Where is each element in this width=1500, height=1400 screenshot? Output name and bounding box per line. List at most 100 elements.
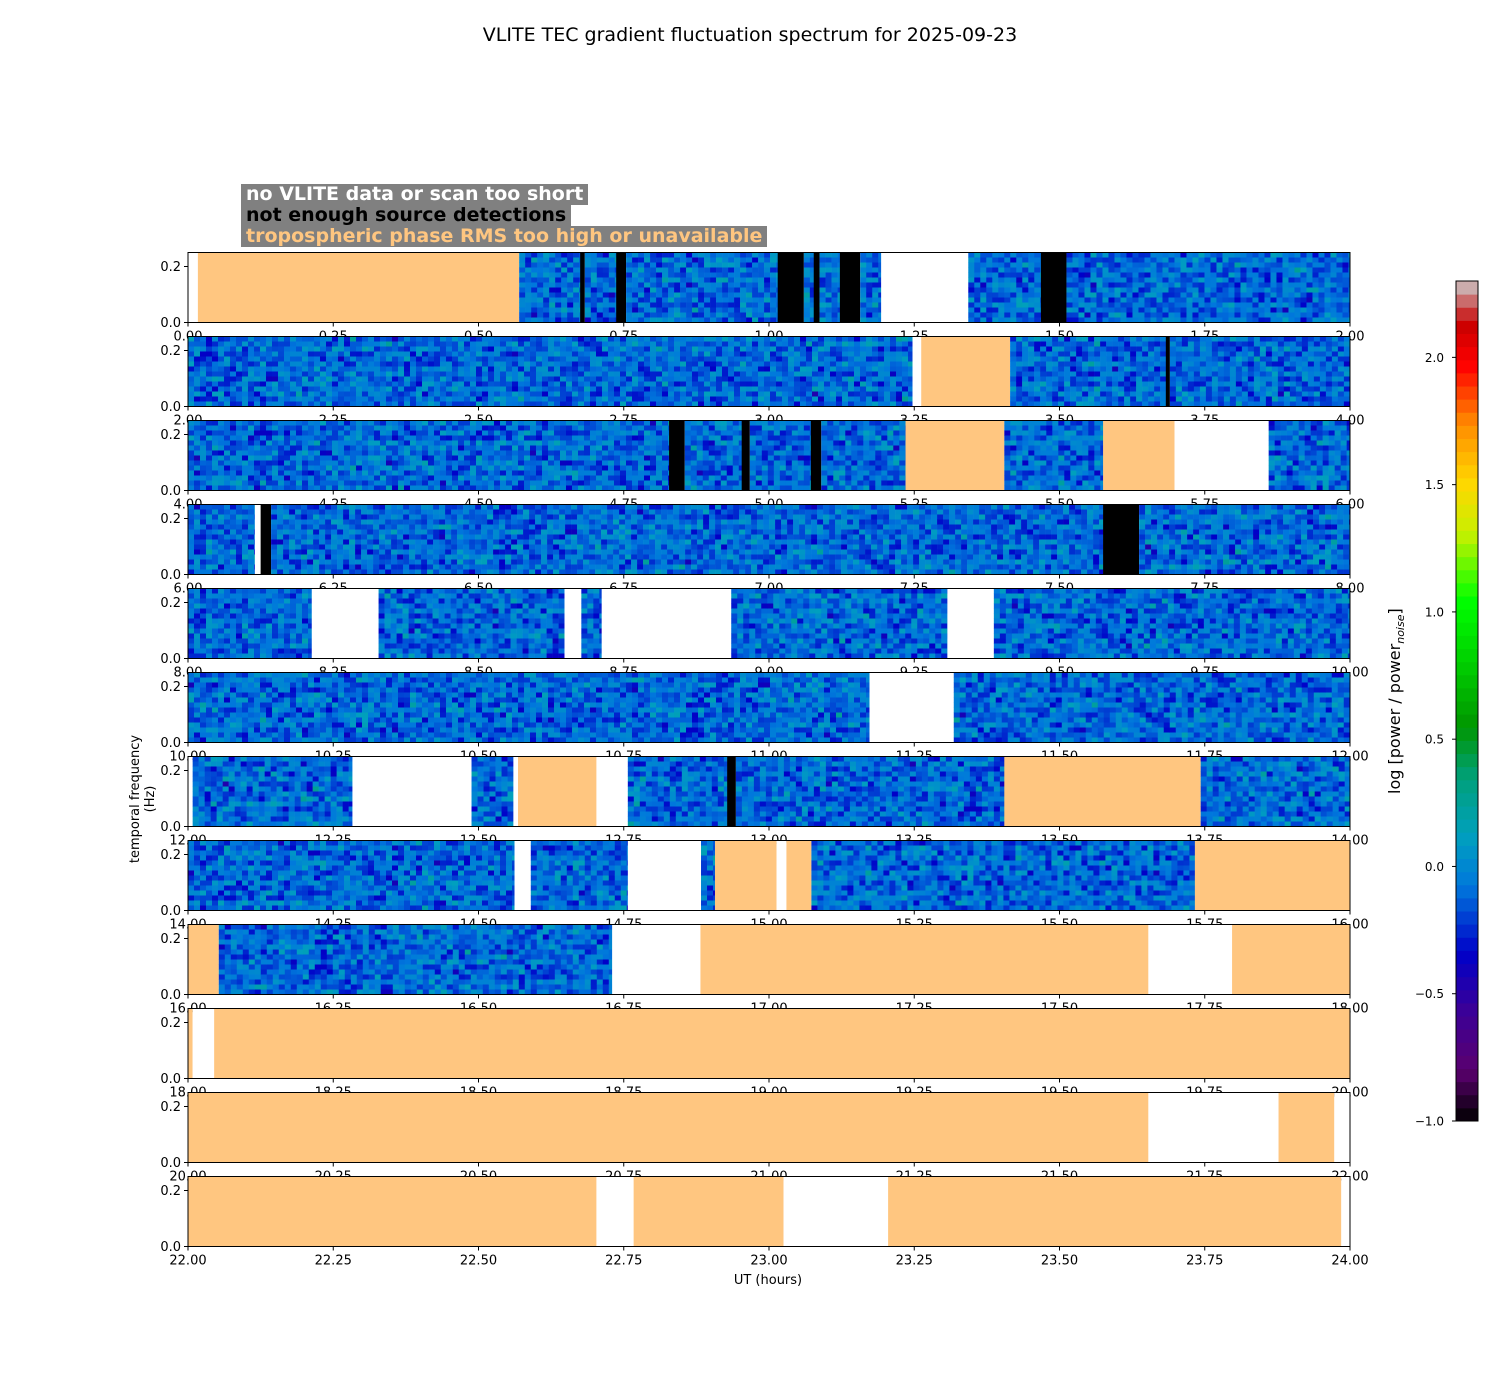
spectrum-cell [596, 252, 604, 258]
spectrum-cell [596, 401, 603, 407]
spectrum-cell [986, 287, 993, 293]
spectrum-cell [1210, 277, 1217, 283]
spectrum-cell [902, 376, 909, 382]
spectrum-cell [830, 351, 837, 357]
spectrum-cell [380, 450, 387, 456]
spectrum-segment [584, 252, 617, 323]
spectrum-cell [579, 312, 581, 318]
spectrum-cell [1265, 356, 1273, 362]
spectrum-cell [1064, 386, 1071, 392]
spectrum-cell [590, 277, 598, 283]
spectrum-cell [824, 341, 831, 347]
spectrum-cell [860, 381, 867, 387]
spectrum-cell [338, 366, 345, 372]
spectrum-cell [236, 475, 243, 481]
spectrum-cell [543, 297, 550, 303]
spectrum-cell [254, 366, 261, 372]
spectrum-cell [878, 262, 882, 268]
spectrum-cell [422, 425, 429, 431]
spectrum-cell [1247, 381, 1255, 387]
spectrum-cell [212, 420, 219, 426]
spectrum-cell [386, 430, 393, 436]
spectrum-cell [614, 307, 617, 313]
spectrum-cell [626, 401, 633, 407]
spectrum-cell [332, 440, 339, 446]
spectrum-cell [1144, 272, 1151, 278]
spectrum-cell [1216, 312, 1223, 318]
spectrum-cell [620, 361, 627, 367]
spectrum-cell [1156, 277, 1163, 283]
spectrum-cell [1270, 287, 1277, 293]
spectrum-cell [1186, 267, 1193, 273]
spectrum-cell [530, 445, 537, 451]
spectrum-cell [626, 287, 633, 293]
spectrum-cell [416, 396, 423, 402]
spectrum-cell [254, 376, 261, 382]
spectrum-cell [1283, 341, 1291, 347]
spectrum-cell [344, 420, 351, 426]
spectrum-cell [272, 450, 279, 456]
spectrum-cell [992, 297, 999, 303]
spectrum-cell [531, 302, 538, 308]
spectrum-cell [560, 336, 567, 342]
spectrum-cell [410, 470, 417, 476]
spectrum-cell [320, 376, 327, 382]
spectrum-cell [506, 396, 513, 402]
spectrum-cell [284, 386, 291, 392]
spectrum-cell [224, 386, 231, 392]
spectrum-cell [1210, 282, 1217, 288]
spectrum-cell [1078, 257, 1085, 263]
spectrum-cell [236, 445, 243, 451]
spectrum-cell [398, 420, 405, 426]
spectrum-cell [1090, 317, 1097, 323]
spectrum-cell [698, 396, 705, 402]
spectrum-cell [632, 336, 639, 342]
spectrum-cell [392, 366, 399, 372]
spectrum-cell [350, 455, 357, 461]
spectrum-cell [596, 262, 604, 268]
spectrum-cell [1276, 317, 1283, 323]
spectrum-cell [1217, 361, 1225, 367]
spectrum-cell [560, 351, 567, 357]
spectrum-cell [803, 302, 811, 308]
spectrum-cell [506, 460, 513, 466]
spectrum-cell [866, 381, 873, 387]
spectrum-cell [1198, 317, 1205, 323]
spectrum-cell [884, 356, 891, 362]
spectrum-cell [776, 341, 783, 347]
spectrum-cell [1010, 386, 1017, 392]
spectrum-cell [1144, 257, 1151, 263]
spectrum-cell [272, 465, 279, 471]
spectrum-cell [644, 312, 651, 318]
spectrum-cell [1301, 366, 1309, 372]
spectrum-cell [692, 371, 699, 377]
spectrum-cell [296, 336, 303, 342]
spectrum-cell [278, 356, 285, 362]
spectrum-cell [260, 386, 267, 392]
spectrum-cell [825, 252, 832, 258]
spectrum-cell [1187, 391, 1195, 397]
spectrum-cell [236, 450, 243, 456]
spectrum-cell [561, 307, 568, 313]
spectrum-cell [1343, 401, 1351, 407]
spectrum-cell [416, 450, 423, 456]
spectrum-cell [518, 450, 525, 456]
spectrum-cell [1193, 401, 1201, 407]
spectrum-cell [644, 341, 651, 347]
spectrum-cell [1072, 312, 1079, 318]
spectrum-cell [1276, 267, 1283, 273]
spectrum-cell [818, 351, 825, 357]
spectrum-cell [1058, 351, 1065, 357]
spectrum-cell [758, 356, 765, 362]
spectrum-cell [1016, 317, 1023, 323]
spectrum-cell [764, 317, 771, 323]
spectrum-cell [488, 346, 495, 352]
spectrum-cell [512, 485, 519, 491]
spectrum-cell [236, 460, 243, 466]
spectrum-cell [1028, 252, 1035, 258]
spectrum-cell [404, 460, 411, 466]
spectrum-cell [374, 381, 381, 387]
spectrum-cell [1234, 292, 1241, 298]
spectrum-cell [980, 312, 987, 318]
spectrum-cell [1034, 277, 1041, 283]
